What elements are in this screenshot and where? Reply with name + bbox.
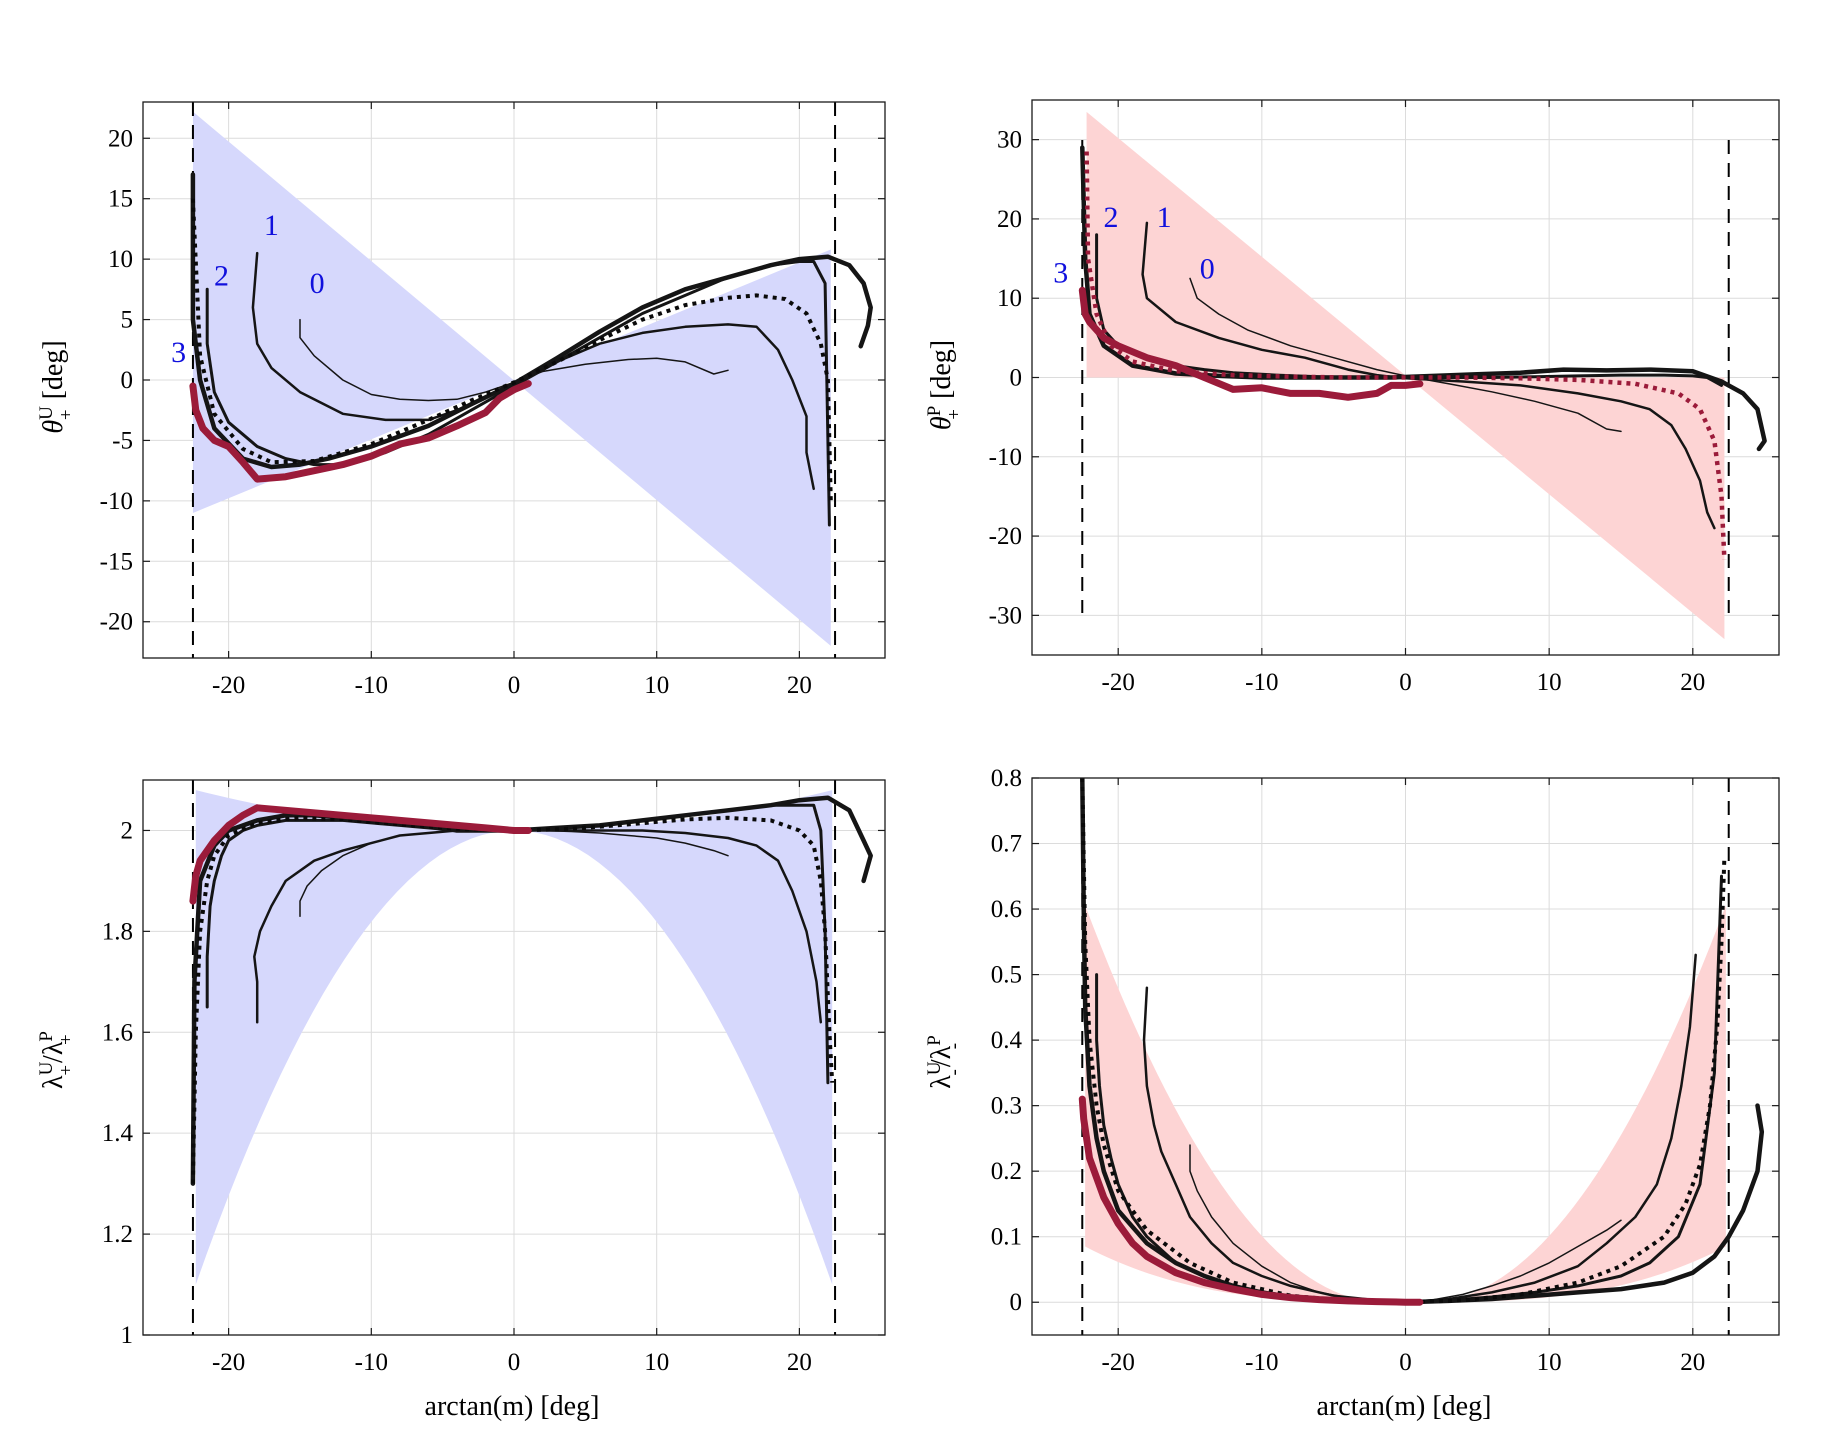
x-tick-label: 20 bbox=[1680, 1349, 1705, 1376]
series-3 bbox=[1080, 145, 1767, 452]
x-tick-label: 0 bbox=[508, 1349, 521, 1376]
y-tick-label: 0.1 bbox=[991, 1224, 1022, 1251]
series-1 bbox=[1141, 221, 1716, 530]
x-tick-label: 10 bbox=[644, 1349, 669, 1376]
x-tick-label: -20 bbox=[212, 1349, 245, 1376]
y-tick-label: 5 bbox=[121, 307, 134, 334]
curve-label-2: 2 bbox=[214, 260, 229, 293]
ylabel-p2: θP+[deg] bbox=[924, 340, 965, 430]
ylabel-p3: λU+/λP+ bbox=[36, 1031, 77, 1089]
curve-label-3: 3 bbox=[1053, 256, 1068, 289]
curve-label-0: 0 bbox=[1200, 252, 1215, 285]
y-tick-label: 0.3 bbox=[991, 1093, 1022, 1120]
y-tick-label: 0 bbox=[1010, 1289, 1023, 1316]
curve-label-1: 1 bbox=[1157, 201, 1172, 234]
y-tick-label: -20 bbox=[989, 523, 1022, 550]
x-tick-label: -10 bbox=[1245, 1349, 1278, 1376]
x-tick-label: 20 bbox=[787, 1349, 812, 1376]
ylabel-theta-P-plus: θP+[deg] bbox=[924, 340, 965, 430]
x-tick-label: 0 bbox=[1399, 669, 1412, 696]
y-tick-label: 0.6 bbox=[991, 896, 1022, 923]
shaded-band bbox=[1086, 111, 1725, 640]
shaded-band bbox=[195, 790, 833, 1285]
y-tick-label: 0.8 bbox=[991, 765, 1022, 792]
x-tick-label: 20 bbox=[1680, 669, 1705, 696]
y-tick-label: 1.4 bbox=[102, 1120, 134, 1147]
y-tick-label: 0.7 bbox=[991, 831, 1022, 858]
shaded-band bbox=[1085, 905, 1726, 1303]
curve-label-0: 0 bbox=[310, 267, 325, 300]
x-tick-label: 10 bbox=[1537, 1349, 1562, 1376]
panel-lambda-ratio-plus: -20 -10 0 10 20 2 1.8 1.6 1.4 1.2 1 bbox=[102, 779, 886, 1376]
series-data bbox=[1078, 1095, 1424, 1306]
series-data bbox=[1078, 286, 1424, 401]
y-tick-label: 10 bbox=[997, 285, 1022, 312]
series-data bbox=[189, 804, 532, 905]
plot-content bbox=[1078, 778, 1765, 1335]
xlabel-right: arctan(m) [deg] bbox=[1317, 1391, 1492, 1422]
y-tick-label: -20 bbox=[100, 609, 133, 636]
y-tick-label: 1.8 bbox=[102, 918, 133, 945]
series-model bbox=[190, 198, 833, 501]
y-tick-label: 0.5 bbox=[991, 962, 1022, 989]
y-tick-label: -5 bbox=[112, 427, 133, 454]
y-tick-label: 0 bbox=[121, 367, 134, 394]
y-tick-label: 0.4 bbox=[991, 1027, 1023, 1054]
curve-label-3: 3 bbox=[171, 336, 186, 369]
y-tick-label: 15 bbox=[108, 186, 133, 213]
shaded-band bbox=[192, 111, 831, 646]
x-tick-label: 0 bbox=[508, 672, 521, 699]
y-tick-label: -15 bbox=[100, 548, 133, 575]
curve-label-2: 2 bbox=[1104, 201, 1119, 234]
y-tick-label: 2 bbox=[121, 817, 134, 844]
y-tick-label: 1 bbox=[121, 1322, 134, 1349]
y-tick-label: 10 bbox=[108, 246, 133, 273]
x-tick-label: -20 bbox=[212, 672, 245, 699]
series-data bbox=[189, 380, 532, 483]
curve-label-1: 1 bbox=[264, 209, 279, 242]
ylabel-lambda-ratio-minus: λU-/λP- bbox=[924, 1035, 965, 1089]
panel-lambda-ratio-minus: -20 -10 0 10 20 0.8 0.7 0.6 0.5 0.4 0.3 0.2 0.1 0 bbox=[991, 765, 1780, 1376]
ylabel-theta-U-plus: θU+[deg] bbox=[36, 340, 77, 433]
y-tick-label: 20 bbox=[108, 125, 133, 152]
y-tick-label: -10 bbox=[100, 488, 133, 515]
series-model bbox=[190, 815, 835, 1184]
ylabel-lambda-ratio-plus: λU+/λP+ bbox=[36, 1031, 77, 1089]
x-tick-label: 20 bbox=[787, 672, 812, 699]
series-0 bbox=[1189, 277, 1622, 433]
x-tick-label: -10 bbox=[355, 1349, 388, 1376]
y-tick-label: -30 bbox=[989, 602, 1022, 629]
x-tick-label: -20 bbox=[1102, 669, 1135, 696]
y-tick-label: 0.2 bbox=[991, 1158, 1022, 1185]
plot-content bbox=[189, 102, 873, 658]
y-tick-label: 20 bbox=[997, 206, 1022, 233]
x-tick-label: -20 bbox=[1102, 1349, 1135, 1376]
plot-content bbox=[1078, 111, 1767, 640]
y-tick-label: 0 bbox=[1010, 365, 1023, 392]
ylabel-p4: λU-/λP- bbox=[924, 1035, 965, 1089]
x-tick-label: -10 bbox=[1245, 669, 1278, 696]
x-tick-label: 10 bbox=[644, 672, 669, 699]
xlabel-left: arctan(m) [deg] bbox=[425, 1391, 600, 1422]
y-tick-label: 1.6 bbox=[102, 1019, 133, 1046]
y-tick-label: -10 bbox=[989, 444, 1022, 471]
x-tick-label: 0 bbox=[1399, 1349, 1412, 1376]
series-0 bbox=[299, 318, 729, 402]
x-tick-label: 10 bbox=[1537, 669, 1562, 696]
x-tick-label: -10 bbox=[355, 672, 388, 699]
y-tick-label: 1.2 bbox=[102, 1221, 133, 1248]
y-tick-label: 30 bbox=[997, 127, 1022, 154]
ylabel-p1: θU+[deg] bbox=[36, 340, 77, 433]
plot-content bbox=[189, 780, 873, 1335]
